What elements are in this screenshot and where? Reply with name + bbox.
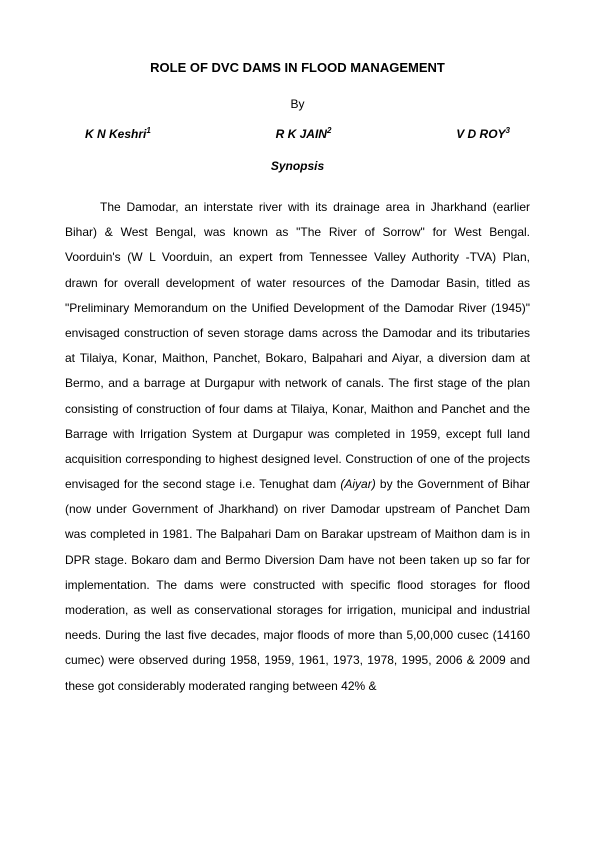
body-italic: (Aiyar) [340, 477, 375, 491]
author-3-sup: 3 [506, 126, 510, 135]
author-2-sup: 2 [327, 126, 331, 135]
body-part1: The Damodar, an interstate river with it… [65, 200, 530, 491]
author-3: V D ROY3 [456, 126, 510, 141]
body-part2: by the Government of Bihar (now under Go… [65, 477, 530, 693]
author-1-name: K N Keshri [85, 127, 146, 141]
author-2-name: R K JAIN [276, 127, 327, 141]
author-3-name: V D ROY [456, 127, 505, 141]
authors-row: K N Keshri1 R K JAIN2 V D ROY3 [65, 126, 530, 141]
byline: By [65, 97, 530, 111]
author-1-sup: 1 [146, 126, 150, 135]
document-title: ROLE OF DVC DAMS IN FLOOD MANAGEMENT [65, 60, 530, 75]
author-1: K N Keshri1 [85, 126, 151, 141]
synopsis-body: The Damodar, an interstate river with it… [65, 195, 530, 699]
author-2: R K JAIN2 [276, 126, 332, 141]
synopsis-heading: Synopsis [65, 159, 530, 173]
